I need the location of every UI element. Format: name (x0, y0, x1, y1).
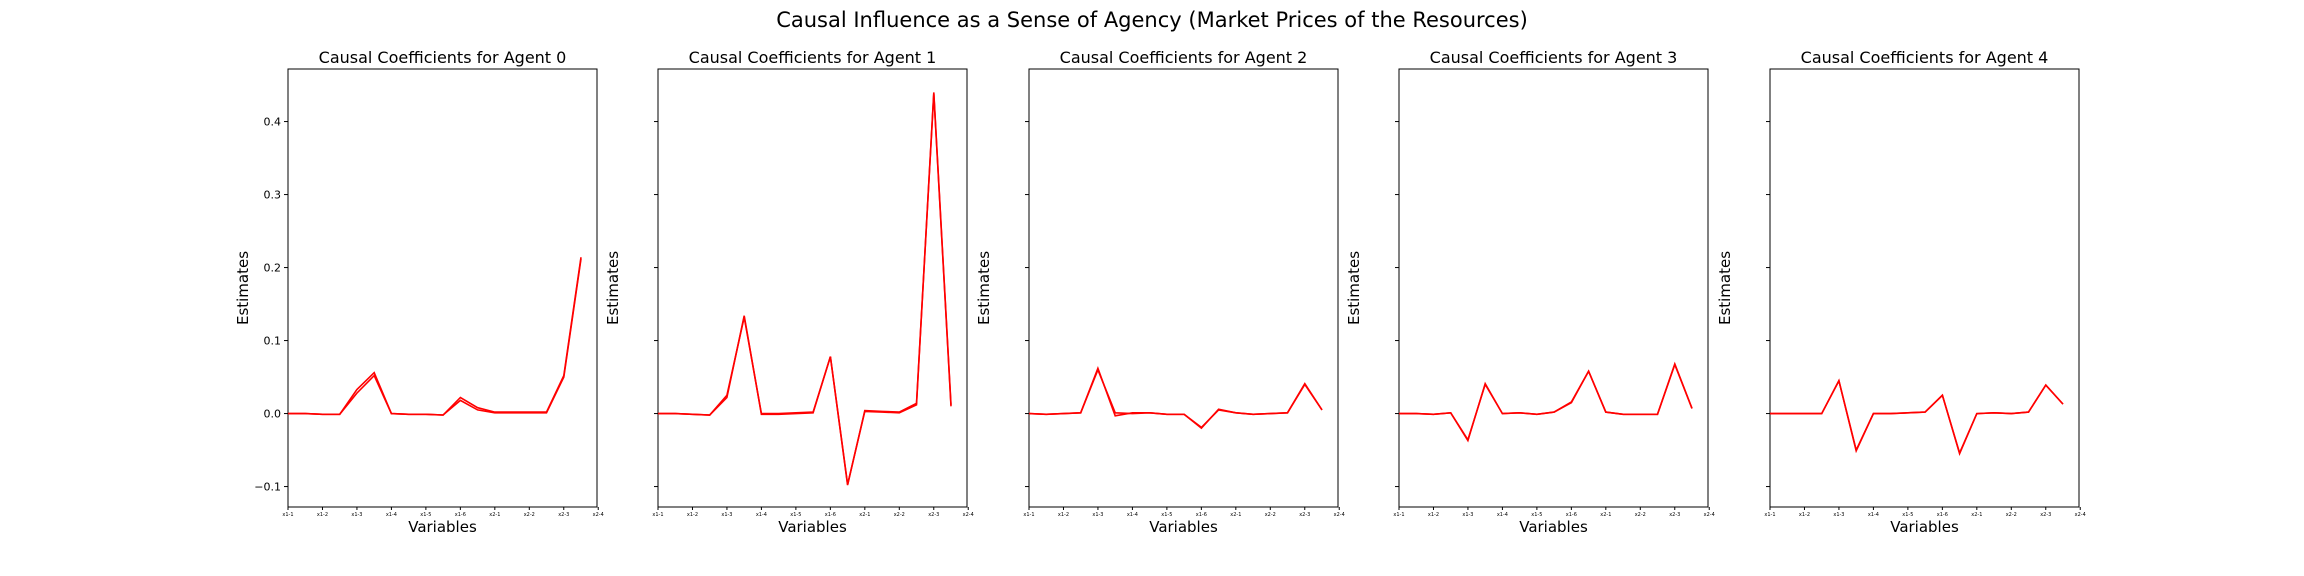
x-tick-label: x1-3 (1092, 512, 1103, 518)
chart-title: Causal Coefficients for Agent 1 (689, 48, 937, 67)
chart-panel-agent-1: Causal Coefficients for Agent 1 x1-1 x1-2 x… (604, 48, 974, 536)
x-tick-label: x1-5 (790, 512, 801, 518)
x-tick-label: x2-1 (859, 512, 870, 518)
panels: Causal Coefficients for Agent 0 −0.1 0.0 0.… (234, 48, 2086, 536)
x-tick-label: x1-2 (1799, 512, 1810, 518)
plot-frame (657, 68, 968, 508)
chart-title: Causal Coefficients for Agent 3 (1430, 48, 1678, 67)
x-tick-label: x1-6 (1566, 512, 1577, 518)
x-tick-label: x1-3 (1462, 512, 1473, 518)
y-axis-label: Estimates (1345, 251, 1363, 325)
x-tick-label: x1-3 (351, 512, 362, 518)
x-tick-label: x1-1 (282, 512, 293, 518)
x-tick-label: x2-4 (593, 512, 604, 518)
y-axis-label: Estimates (1716, 251, 1734, 325)
x-tick-label: x2-4 (1704, 512, 1715, 518)
chart-title: Causal Coefficients for Agent 2 (1060, 48, 1308, 67)
x-axis-label: Variables (1149, 518, 1218, 536)
chart-panel-agent-4: Causal Coefficients for Agent 4 x1-1 x1-2 x… (1716, 48, 2086, 536)
x-tick-label: x1-3 (721, 512, 732, 518)
chart-title: Causal Coefficients for Agent 0 (319, 48, 567, 67)
x-tick-label: x1-2 (317, 512, 328, 518)
x-axis-label: Variables (778, 518, 847, 536)
x-axis-label: Variables (1890, 518, 1959, 536)
series-line-0 (1770, 378, 2064, 456)
x-tick-label: x1-6 (455, 512, 466, 518)
x-tick-label: x2-2 (894, 512, 905, 518)
x-tick-label: x1-5 (1902, 512, 1913, 518)
x-tick-label: x1-3 (1833, 512, 1844, 518)
plot-frame (287, 68, 598, 508)
x-tick-label: x1-2 (1058, 512, 1069, 518)
x-tick-label: x1-6 (825, 512, 836, 518)
x-tick-label: x2-1 (489, 512, 500, 518)
x-tick-label: x2-2 (2006, 512, 2017, 518)
x-tick-label: x1-4 (1868, 512, 1879, 518)
x-tick-label: x1-4 (1497, 512, 1508, 518)
x-tick-label: x1-4 (386, 512, 397, 518)
x-tick-label: x1-5 (420, 512, 431, 518)
series-line-1 (1770, 378, 2064, 457)
plot-frame (1398, 68, 1709, 508)
x-axis-label: Variables (408, 518, 477, 536)
x-tick-label: x2-3 (1299, 512, 1310, 518)
plot-frame (1028, 68, 1339, 508)
series-line-1 (1399, 362, 1693, 443)
y-tick-label: 0.2 (264, 262, 282, 275)
x-tick-label: x1-4 (756, 512, 767, 518)
chart-title: Causal Coefficients for Agent 4 (1801, 48, 2049, 67)
series-line-0 (658, 92, 952, 485)
plot-frame (1769, 68, 2080, 508)
x-tick-label: x2-1 (1230, 512, 1241, 518)
series-line-1 (1028, 366, 1323, 430)
x-tick-label: x2-2 (1635, 512, 1646, 518)
x-tick-label: x1-2 (1428, 512, 1439, 518)
y-tick-label: 0.0 (264, 408, 282, 421)
x-tick-label: x2-4 (963, 512, 974, 518)
series-line-1 (658, 93, 952, 486)
series-line-0 (1399, 361, 1693, 442)
chart-panel-agent-0: Causal Coefficients for Agent 0 −0.1 0.0 0.… (234, 48, 604, 536)
x-tick-label: x2-3 (2040, 512, 2051, 518)
x-tick-label: x1-1 (1764, 512, 1775, 518)
x-tick-label: x2-2 (1265, 512, 1276, 518)
x-tick-label: x1-5 (1531, 512, 1542, 518)
y-axis-label: Estimates (975, 251, 993, 325)
x-tick-label: x2-4 (1334, 512, 1345, 518)
series-line-1 (288, 257, 582, 416)
chart-panel-agent-3: Causal Coefficients for Agent 3 x1-1 x1-2 x… (1345, 48, 1715, 536)
x-tick-label: x1-2 (687, 512, 698, 518)
x-tick-label: x2-1 (1971, 512, 1982, 518)
y-tick-label: 0.1 (264, 335, 282, 348)
y-axis-label: Estimates (234, 251, 252, 325)
x-tick-label: x1-4 (1127, 512, 1138, 518)
x-tick-label: x1-1 (1023, 512, 1034, 518)
x-tick-label: x2-3 (928, 512, 939, 518)
x-tick-label: x1-5 (1161, 512, 1172, 518)
x-axis-label: Variables (1519, 518, 1588, 536)
figure-title: Causal Influence as a Sense of Agency (M… (776, 8, 1528, 32)
series-line-0 (1028, 367, 1323, 429)
series-line-0 (288, 258, 582, 416)
x-tick-label: x2-1 (1600, 512, 1611, 518)
chart-panel-agent-2: Causal Coefficients for Agent 2 x1-1 x1-2 x… (975, 48, 1345, 536)
x-tick-label: x2-3 (558, 512, 569, 518)
x-tick-label: x1-6 (1196, 512, 1207, 518)
x-tick-label: x2-3 (1669, 512, 1680, 518)
x-tick-label: x2-2 (524, 512, 535, 518)
y-tick-label: 0.4 (264, 116, 282, 129)
x-tick-label: x1-1 (1393, 512, 1404, 518)
x-tick-label: x2-4 (2075, 512, 2086, 518)
y-tick-label: −0.1 (254, 481, 281, 494)
y-tick-label: 0.3 (264, 189, 282, 202)
y-axis-label: Estimates (604, 251, 622, 325)
x-tick-label: x1-1 (652, 512, 663, 518)
x-tick-label: x1-6 (1937, 512, 1948, 518)
